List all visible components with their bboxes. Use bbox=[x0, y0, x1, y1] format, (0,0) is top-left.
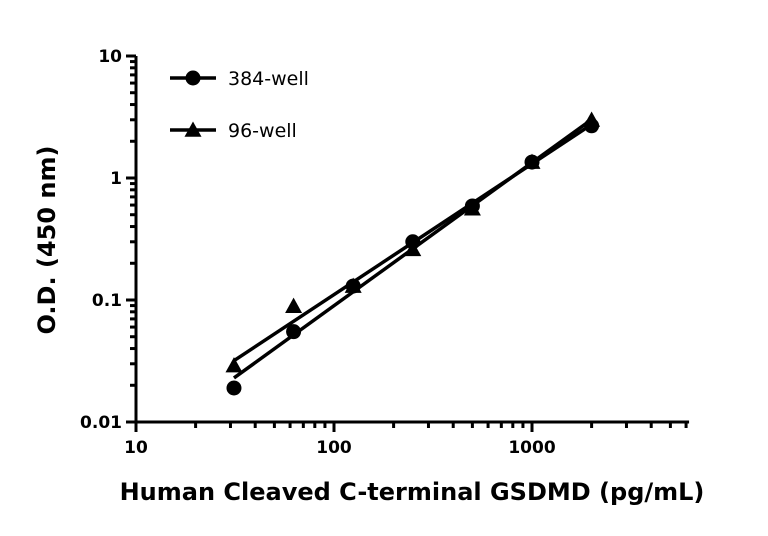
x-axis-label: Human Cleaved C-terminal GSDMD (pg/mL) bbox=[120, 478, 705, 506]
legend-triangle-marker bbox=[184, 121, 202, 137]
y-axis-label: O.D. (450 nm) bbox=[33, 146, 61, 335]
y-tick-label: 0.1 bbox=[92, 291, 122, 311]
legend-label: 96-well bbox=[228, 120, 297, 142]
data-point-96-well bbox=[285, 297, 303, 313]
legend-label: 384-well bbox=[228, 68, 309, 90]
data-point-96-well bbox=[225, 357, 243, 373]
y-tick-label: 0.01 bbox=[80, 413, 122, 433]
x-tick-label: 100 bbox=[316, 438, 352, 458]
x-tick-label: 1000 bbox=[508, 438, 555, 458]
data-point-96-well bbox=[404, 240, 422, 257]
legend-circle-marker bbox=[185, 70, 201, 86]
axes bbox=[126, 54, 690, 432]
y-tick-label: 10 bbox=[98, 47, 122, 67]
data-point-96-well bbox=[463, 200, 481, 216]
plot-area bbox=[225, 111, 601, 396]
data-point-384-well bbox=[226, 380, 242, 396]
y-tick-label: 1 bbox=[110, 169, 122, 189]
data-point-96-well bbox=[344, 277, 362, 293]
x-tick-label: 10 bbox=[124, 438, 148, 458]
tick-labels: 10 100 1000 0.01 0.1 1 10 bbox=[80, 47, 556, 458]
data-point-96-well bbox=[523, 153, 541, 169]
data-point-384-well bbox=[286, 324, 302, 340]
legend: 384-well 96-well bbox=[170, 68, 309, 142]
data-point-96-well bbox=[583, 111, 601, 127]
